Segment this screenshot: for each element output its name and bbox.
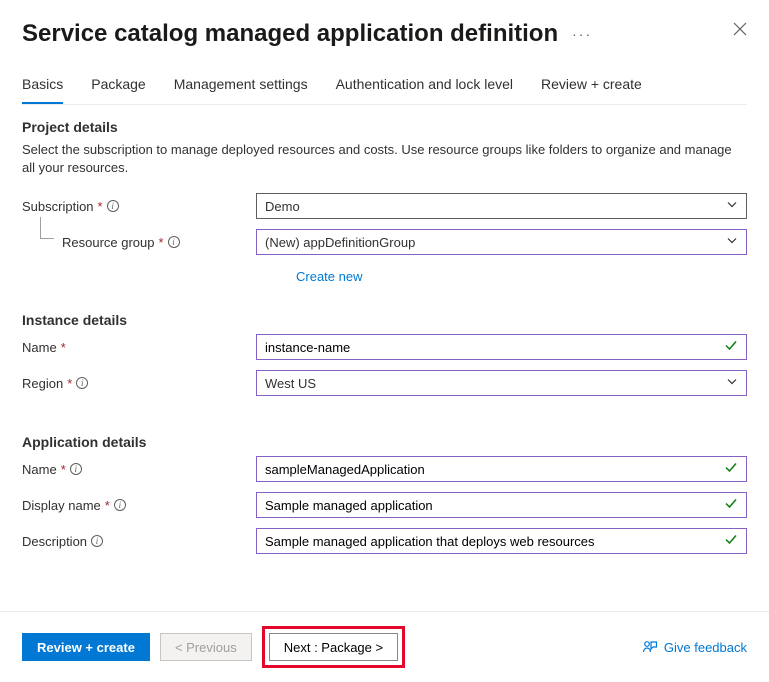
info-icon[interactable]: i xyxy=(114,499,126,511)
subscription-select[interactable]: Demo xyxy=(256,193,747,219)
page-title: Service catalog managed application defi… xyxy=(22,20,558,48)
display-name-input[interactable] xyxy=(256,492,747,518)
info-icon[interactable]: i xyxy=(76,377,88,389)
app-name-field[interactable] xyxy=(265,457,720,481)
close-icon[interactable] xyxy=(733,22,747,39)
app-description-label: Description xyxy=(22,534,87,549)
tab-package[interactable]: Package xyxy=(91,76,145,104)
more-menu[interactable]: ··· xyxy=(572,26,592,42)
tab-auth-lock[interactable]: Authentication and lock level xyxy=(336,76,513,104)
info-icon[interactable]: i xyxy=(107,200,119,212)
footer-bar: Review + create < Previous Next : Packag… xyxy=(0,611,769,682)
info-icon[interactable]: i xyxy=(70,463,82,475)
instance-details-heading: Instance details xyxy=(22,312,747,328)
region-select[interactable]: West US xyxy=(256,370,747,396)
required-marker: * xyxy=(159,235,164,250)
tab-review-create[interactable]: Review + create xyxy=(541,76,642,104)
resource-group-label: Resource group xyxy=(62,235,155,250)
check-icon xyxy=(724,339,738,356)
hierarchy-elbow xyxy=(40,217,54,239)
instance-name-label: Name xyxy=(22,340,57,355)
required-marker: * xyxy=(67,376,72,391)
resource-group-select[interactable]: (New) appDefinitionGroup xyxy=(256,229,747,255)
feedback-icon xyxy=(642,639,658,655)
create-new-link[interactable]: Create new xyxy=(296,269,362,284)
application-details-heading: Application details xyxy=(22,434,747,450)
chevron-down-icon xyxy=(726,235,738,250)
next-button[interactable]: Next : Package > xyxy=(269,633,398,661)
app-description-input[interactable] xyxy=(256,528,747,554)
app-name-label: Name xyxy=(22,462,57,477)
instance-name-field[interactable] xyxy=(265,335,720,359)
required-marker: * xyxy=(105,498,110,513)
project-details-heading: Project details xyxy=(22,119,747,135)
review-create-button[interactable]: Review + create xyxy=(22,633,150,661)
info-icon[interactable]: i xyxy=(91,535,103,547)
region-label: Region xyxy=(22,376,63,391)
subscription-value: Demo xyxy=(265,199,300,214)
chevron-down-icon xyxy=(726,376,738,391)
check-icon xyxy=(724,533,738,550)
highlight-box: Next : Package > xyxy=(262,626,405,668)
subscription-label: Subscription xyxy=(22,199,94,214)
check-icon xyxy=(724,497,738,514)
info-icon[interactable]: i xyxy=(168,236,180,248)
feedback-label: Give feedback xyxy=(664,640,747,655)
display-name-label: Display name xyxy=(22,498,101,513)
app-name-input[interactable] xyxy=(256,456,747,482)
project-details-description: Select the subscription to manage deploy… xyxy=(22,141,747,177)
instance-name-input[interactable] xyxy=(256,334,747,360)
tab-bar: Basics Package Management settings Authe… xyxy=(22,76,747,105)
give-feedback-link[interactable]: Give feedback xyxy=(642,639,747,655)
tab-management-settings[interactable]: Management settings xyxy=(174,76,308,104)
tab-basics[interactable]: Basics xyxy=(22,76,63,104)
check-icon xyxy=(724,461,738,478)
required-marker: * xyxy=(61,462,66,477)
region-value: West US xyxy=(265,376,316,391)
required-marker: * xyxy=(98,199,103,214)
resource-group-value: (New) appDefinitionGroup xyxy=(265,235,415,250)
previous-button: < Previous xyxy=(160,633,252,661)
display-name-field[interactable] xyxy=(265,493,720,517)
chevron-down-icon xyxy=(726,199,738,214)
app-description-field[interactable] xyxy=(265,529,720,553)
required-marker: * xyxy=(61,340,66,355)
